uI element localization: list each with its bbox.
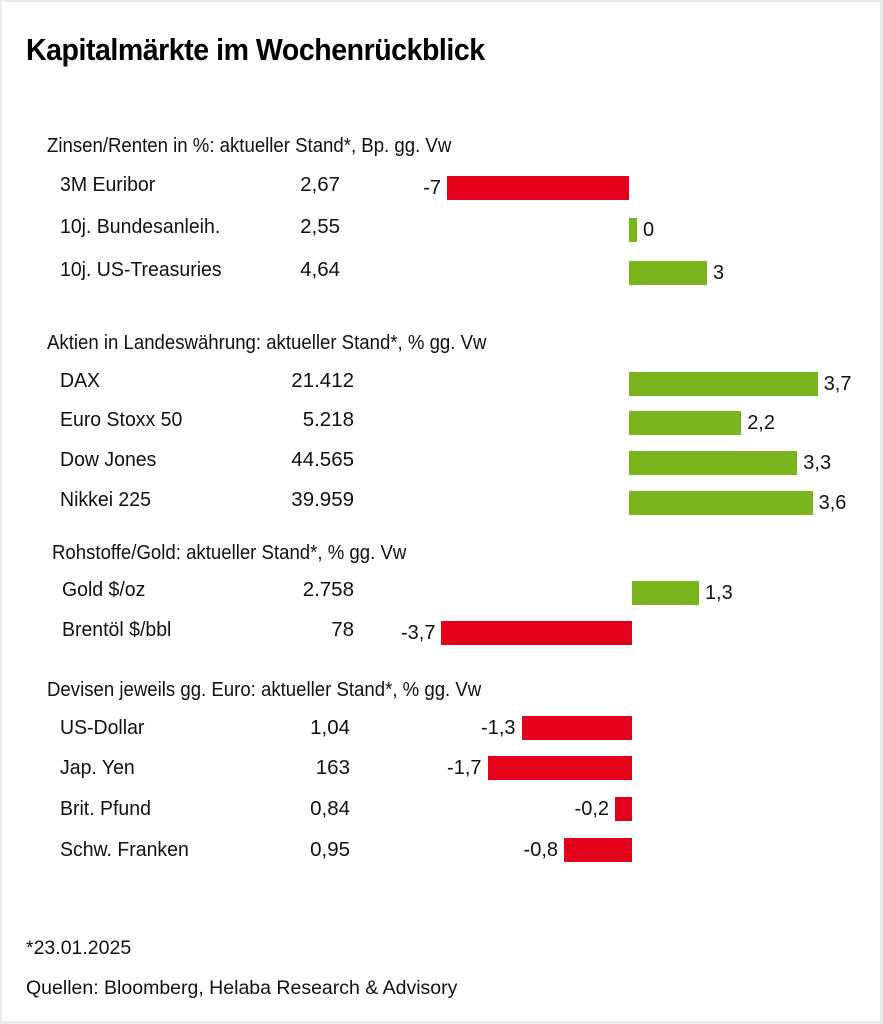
bar-data-label: 3,7 <box>823 373 852 395</box>
row-label: US-Dollar <box>60 716 145 739</box>
row-level-value: 4,64 <box>300 258 340 281</box>
bar-negative <box>615 797 632 821</box>
bar-data-label: -3,7 <box>400 622 436 644</box>
row-label: Brentöl $/bbl <box>62 618 172 641</box>
row-level-value: 1,04 <box>310 716 350 739</box>
bar-data-label: -0,2 <box>574 798 609 820</box>
row-level-value: 2.758 <box>302 578 354 601</box>
bar-data-label: -7 <box>423 177 441 199</box>
section-heading: Zinsen/Renten in %: aktueller Stand*, Bp… <box>47 135 452 157</box>
bar-data-label: -1,7 <box>447 757 482 779</box>
bar-data-label: 3 <box>713 262 725 284</box>
row-level-value: 0,84 <box>310 797 350 820</box>
row-level-value: 39.959 <box>291 488 354 511</box>
row-label: 10j. Bundesanleih. <box>60 215 221 238</box>
bar-data-label: 0 <box>643 219 655 241</box>
row-label: Jap. Yen <box>60 756 135 779</box>
bar-data-label: 3,3 <box>803 452 832 474</box>
row-label: 10j. US-Treasuries <box>60 258 222 281</box>
bar-positive <box>629 411 742 435</box>
row-level-value: 78 <box>331 618 354 641</box>
bar-negative <box>441 621 632 645</box>
row-level-value: 5.218 <box>302 408 354 431</box>
row-level-value: 21.412 <box>291 369 354 392</box>
bar-negative <box>521 716 632 740</box>
bar-data-label: -0,8 <box>523 839 558 861</box>
section-heading: Rohstoffe/Gold: aktueller Stand*, % gg. … <box>52 542 407 564</box>
bar-positive <box>629 372 818 396</box>
row-level-value: 163 <box>315 756 350 779</box>
row-label: Dow Jones <box>60 448 157 471</box>
bar-data-label: 2,2 <box>747 412 775 434</box>
row-label: Schw. Franken <box>60 838 189 861</box>
bar-negative <box>564 838 632 862</box>
bar-data-label: -1,3 <box>481 717 516 739</box>
row-level-value: 2,67 <box>300 173 340 196</box>
bar-positive <box>629 261 707 285</box>
row-label: Nikkei 225 <box>60 488 151 511</box>
row-label: DAX <box>60 369 101 392</box>
bar-negative <box>447 176 629 200</box>
footnote-sources: Quellen: Bloomberg, Helaba Research & Ad… <box>26 977 458 999</box>
row-level-value: 0,95 <box>310 838 350 861</box>
bar-positive <box>632 581 699 605</box>
row-label: 3M Euribor <box>60 173 156 196</box>
footnote-date: *23.01.2025 <box>26 937 132 959</box>
bar-data-label: 1,3 <box>704 582 733 604</box>
bar-positive <box>629 451 798 475</box>
bar-negative <box>487 756 632 780</box>
row-label: Euro Stoxx 50 <box>60 408 183 431</box>
row-label: Gold $/oz <box>62 578 146 601</box>
section-heading: Devisen jeweils gg. Euro: aktueller Stan… <box>47 679 482 701</box>
chart-title: Kapitalmärkte im Wochenrückblick <box>26 32 485 67</box>
bar-positive <box>629 218 637 242</box>
row-level-value: 44.565 <box>291 448 354 471</box>
row-label: Brit. Pfund <box>60 797 151 820</box>
row-level-value: 2,55 <box>300 215 340 238</box>
section-heading: Aktien in Landeswährung: aktueller Stand… <box>47 332 487 354</box>
bar-data-label: 3,6 <box>818 492 847 514</box>
bar-positive <box>629 491 813 515</box>
